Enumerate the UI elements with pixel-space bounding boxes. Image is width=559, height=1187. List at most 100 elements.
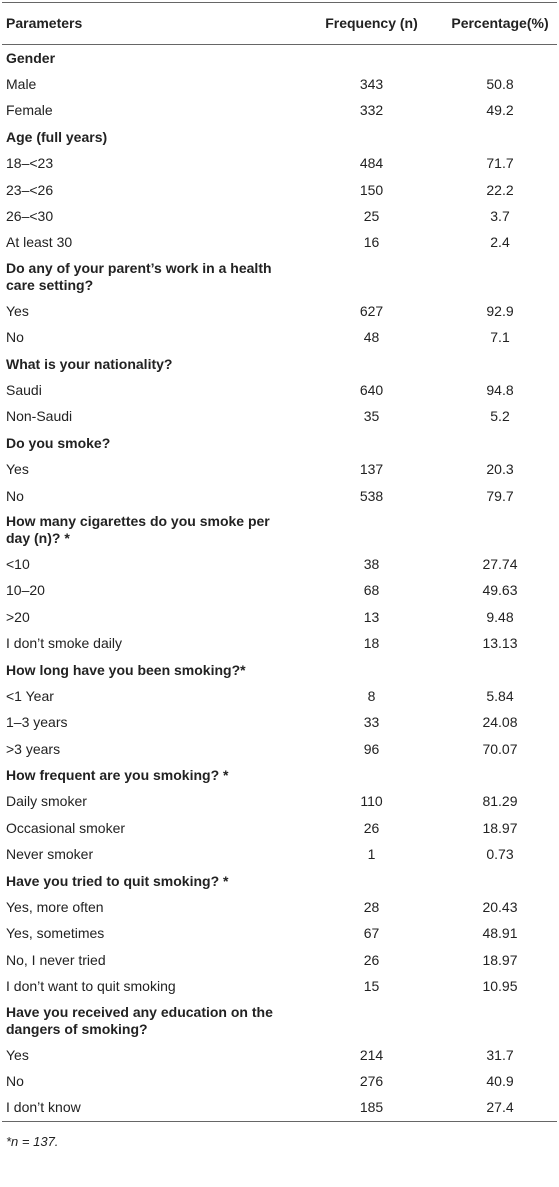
percentage: 79.7 (486, 487, 514, 504)
frequency: 26 (363, 819, 380, 836)
percentage: 13.13 (482, 635, 518, 652)
percentage: 31.7 (486, 1046, 514, 1063)
row-label: Yes (6, 302, 29, 319)
data-row: 10–20 68 49.63 (2, 578, 557, 604)
data-row: I don’t smoke daily 18 13.13 (2, 630, 557, 656)
data-row: <1 Year 8 5.84 (2, 683, 557, 709)
section-title: How frequent are you smoking? * (6, 767, 229, 784)
empty-cell (300, 868, 443, 894)
data-row: No 276 40.9 (2, 1068, 557, 1094)
percentage: 3.7 (490, 208, 510, 225)
empty-cell (443, 124, 557, 150)
frequency: 137 (359, 461, 384, 478)
data-row: Male 343 50.8 (2, 71, 557, 97)
data-row: >20 13 9.48 (2, 604, 557, 630)
frequency: 214 (359, 1046, 384, 1063)
data-row: Yes, sometimes 67 48.91 (2, 921, 557, 947)
frequency: 96 (363, 740, 380, 757)
empty-cell (443, 762, 557, 788)
data-row: >3 years 96 70.07 (2, 736, 557, 762)
row-label: Male (6, 76, 37, 93)
data-row: Never smoker 1 0.73 (2, 842, 557, 868)
row-label: At least 30 (6, 234, 73, 251)
frequency: 110 (360, 793, 383, 810)
row-label: Saudi (6, 381, 42, 398)
data-row: Daily smoker 110 81.29 (2, 789, 557, 815)
data-row: <10 38 27.74 (2, 551, 557, 577)
section-title: Have you tried to quit smoking? * (6, 872, 229, 889)
data-row: No 538 79.7 (2, 483, 557, 509)
data-row: 18–<23 484 71.7 (2, 151, 557, 177)
data-row: 23–<26 150 22.2 (2, 177, 557, 203)
section-row: Age (full years) (2, 124, 557, 150)
row-label: 23–<26 (6, 181, 54, 198)
empty-cell (443, 351, 557, 377)
frequency: 16 (363, 234, 380, 251)
empty-cell (300, 657, 443, 683)
percentage: 81.29 (482, 793, 518, 810)
row-label: >20 (6, 608, 30, 625)
data-row: Occasional smoker 26 18.97 (2, 815, 557, 841)
empty-cell (443, 45, 557, 72)
frequency: 150 (359, 181, 384, 198)
frequency: 332 (359, 102, 384, 119)
empty-cell (300, 1000, 443, 1042)
row-label: Yes (6, 1046, 29, 1063)
percentage: 71.7 (486, 155, 514, 172)
row-label: Yes (6, 461, 29, 478)
percentage: 48.91 (482, 925, 518, 942)
section-title: Gender (6, 49, 56, 66)
row-label: 1–3 years (6, 714, 68, 731)
section-title: Do any of your parent’s work in a health… (6, 260, 272, 294)
empty-cell (443, 430, 557, 456)
row-label: <1 Year (6, 687, 54, 704)
frequency: 15 (363, 978, 380, 995)
row-label: No (6, 329, 24, 346)
percentage: 27.4 (443, 1094, 557, 1123)
percentage: 2.4 (490, 234, 510, 251)
frequency: 1 (367, 846, 376, 863)
frequency: 484 (359, 155, 384, 172)
empty-cell (443, 1000, 557, 1042)
data-row: Yes, more often 28 20.43 (2, 894, 557, 920)
frequency: 640 (359, 381, 384, 398)
section-row: How frequent are you smoking? * (2, 762, 557, 788)
data-row: Non-Saudi 35 5.2 (2, 404, 557, 430)
percentage: 20.3 (486, 461, 514, 478)
row-label: <10 (6, 555, 30, 572)
percentage: 7.1 (490, 329, 510, 346)
data-row: Yes 627 92.9 (2, 298, 557, 324)
data-row: No 48 7.1 (2, 325, 557, 351)
percentage: 5.84 (486, 687, 514, 704)
row-label: I don’t smoke daily (6, 635, 122, 652)
data-row: Yes 214 31.7 (2, 1042, 557, 1068)
data-row: At least 30 16 2.4 (2, 230, 557, 256)
row-label: >3 years (6, 740, 61, 757)
section-row: Gender (2, 45, 557, 72)
section-row: How long have you been smoking?* (2, 657, 557, 683)
frequency: 68 (363, 582, 380, 599)
frequency: 26 (363, 951, 380, 968)
section-title: How many cigarettes do you smoke per day… (6, 513, 270, 547)
frequency: 13 (363, 608, 380, 625)
empty-cell (443, 256, 557, 298)
row-label: No (6, 1072, 24, 1089)
empty-cell (300, 256, 443, 298)
section-title: How long have you been smoking?* (6, 661, 246, 678)
frequency: 25 (363, 208, 380, 225)
data-row: I don’t want to quit smoking 15 10.95 (2, 974, 557, 1000)
row-label: Non-Saudi (6, 408, 73, 425)
data-table: Parameters Frequency (n) Percentage(%) G… (2, 2, 557, 1123)
frequency: 276 (359, 1072, 384, 1089)
empty-cell (300, 430, 443, 456)
empty-cell (443, 657, 557, 683)
section-title: Do you smoke? (6, 434, 111, 451)
section-row: What is your nationality? (2, 351, 557, 377)
percentage: 50.8 (486, 76, 514, 93)
section-row: Do any of your parent’s work in a health… (2, 256, 557, 298)
data-row: Saudi 640 94.8 (2, 377, 557, 403)
frequency: 185 (300, 1094, 443, 1123)
frequency: 28 (363, 899, 380, 916)
empty-cell (300, 762, 443, 788)
